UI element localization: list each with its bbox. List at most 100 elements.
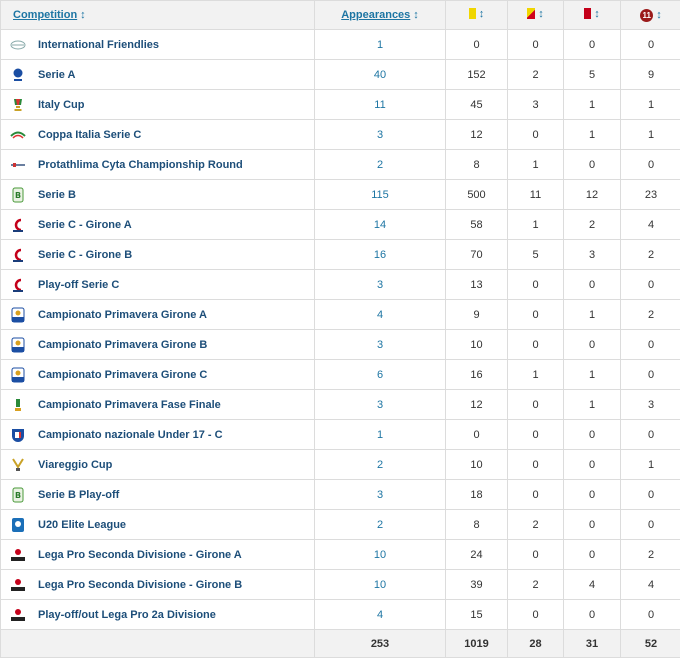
appearances-link[interactable]: 16	[314, 239, 446, 270]
appearances-link[interactable]: 3	[314, 479, 446, 510]
totals-label-cell	[0, 629, 315, 658]
yellow-card-icon	[468, 8, 476, 20]
appearances-link[interactable]: 11	[314, 89, 446, 120]
competition-link[interactable]: Serie A	[38, 68, 76, 81]
serie-c-logo-icon[interactable]	[10, 247, 26, 263]
appearances-link[interactable]: 6	[314, 359, 446, 390]
goals-column-header[interactable]: 11 ↕	[620, 0, 680, 30]
appearances-link[interactable]: 2	[314, 509, 446, 540]
sort-icon[interactable]: ↕	[594, 7, 600, 20]
yellow-cards-value: 152	[445, 59, 508, 90]
competition-link[interactable]: Protathlima Cyta Championship Round	[38, 158, 243, 171]
competition-link[interactable]: Campionato Primavera Girone B	[38, 338, 208, 351]
goals-value: 1	[620, 89, 680, 120]
competition-cell: B Serie B Play-off	[0, 479, 315, 510]
competition-link[interactable]: Serie C - Girone B	[38, 248, 133, 261]
table-row: Campionato Primavera Girone A 4 9 0 1 2	[0, 299, 680, 330]
competition-link[interactable]: Italy Cup	[38, 98, 85, 111]
competition-link[interactable]: U20 Elite League	[38, 518, 127, 531]
svg-text:B: B	[15, 491, 21, 500]
second-yellow-value: 3	[507, 89, 564, 120]
globe-logo-icon[interactable]	[10, 37, 26, 53]
primavera-logo-icon[interactable]	[10, 307, 26, 323]
serie-c-logo-icon[interactable]	[10, 277, 26, 293]
competition-link[interactable]: Play-off/out Lega Pro 2a Divisione	[38, 608, 216, 621]
appearances-link[interactable]: 3	[314, 329, 446, 360]
appearances-link[interactable]: 40	[314, 59, 446, 90]
appearances-link[interactable]: 3	[314, 389, 446, 420]
appearances-column-header[interactable]: Appearances ↕	[314, 0, 446, 30]
red-cards-column-header[interactable]: ↕	[563, 0, 621, 30]
italy-cup-logo-icon[interactable]	[10, 97, 26, 113]
lega-pro-logo-icon[interactable]	[10, 577, 26, 593]
protathlima-logo-icon[interactable]	[10, 157, 26, 173]
competition-header-label[interactable]: Competition	[13, 9, 78, 21]
appearances-header-label[interactable]: Appearances	[341, 9, 411, 21]
lega-pro-logo-icon[interactable]	[10, 547, 26, 563]
competition-link[interactable]: International Friendlies	[38, 38, 160, 51]
appearances-link[interactable]: 14	[314, 209, 446, 240]
competition-link[interactable]: Campionato Primavera Fase Finale	[38, 398, 221, 411]
second-yellow-column-header[interactable]: ↕	[507, 0, 564, 30]
competition-link[interactable]: Serie C - Girone A	[38, 218, 132, 231]
competition-link[interactable]: Campionato nazionale Under 17 - C	[38, 428, 223, 441]
red-cards-value: 4	[563, 569, 621, 600]
viareggio-cup-logo-icon[interactable]	[10, 457, 26, 473]
competition-link[interactable]: Campionato Primavera Girone C	[38, 368, 208, 381]
u20-elite-league-logo-icon[interactable]	[10, 517, 26, 533]
appearances-link[interactable]: 1	[314, 419, 446, 450]
serie-b-logo-icon[interactable]: B	[10, 187, 26, 203]
appearances-link[interactable]: 3	[314, 119, 446, 150]
table-row: Lega Pro Seconda Divisione - Girone A 10…	[0, 539, 680, 570]
second-yellow-value: 0	[507, 449, 564, 480]
appearances-link[interactable]: 115	[314, 179, 446, 210]
yellow-cards-value: 58	[445, 209, 508, 240]
appearances-link[interactable]: 2	[314, 149, 446, 180]
appearances-link[interactable]: 4	[314, 599, 446, 630]
competition-link[interactable]: Lega Pro Seconda Divisione - Girone B	[38, 578, 243, 591]
lega-pro-logo-icon[interactable]	[10, 607, 26, 623]
yellow-cards-value: 39	[445, 569, 508, 600]
sort-icon[interactable]: ↕	[656, 9, 662, 21]
appearances-link[interactable]: 10	[314, 569, 446, 600]
goals-value: 1	[620, 119, 680, 150]
competition-cell: Campionato Primavera Girone A	[0, 299, 315, 330]
goals-value: 0	[620, 29, 680, 60]
yellow-cards-column-header[interactable]: ↕	[445, 0, 508, 30]
appearances-link[interactable]: 4	[314, 299, 446, 330]
competition-cell: Campionato Primavera Girone B	[0, 329, 315, 360]
coppa-italia-serie-c-logo-icon[interactable]	[10, 127, 26, 143]
second-yellow-value: 0	[507, 29, 564, 60]
sort-icon[interactable]: ↕	[413, 9, 419, 21]
competition-link[interactable]: Coppa Italia Serie C	[38, 128, 142, 141]
competition-link[interactable]: Lega Pro Seconda Divisione - Girone A	[38, 548, 242, 561]
figc-logo-icon[interactable]	[10, 427, 26, 443]
table-row: Play-off/out Lega Pro 2a Divisione 4 15 …	[0, 599, 680, 630]
sort-icon[interactable]: ↕	[538, 7, 544, 20]
appearances-link[interactable]: 10	[314, 539, 446, 570]
appearances-link[interactable]: 2	[314, 449, 446, 480]
serie-b-logo-icon[interactable]: B	[10, 487, 26, 503]
goals-value: 4	[620, 209, 680, 240]
competition-cell: B Serie B	[0, 179, 315, 210]
competition-link[interactable]: Viareggio Cup	[38, 458, 113, 471]
sort-icon[interactable]: ↕	[80, 9, 86, 21]
competition-link[interactable]: Serie B Play-off	[38, 488, 120, 501]
primavera-logo-icon[interactable]	[10, 337, 26, 353]
red-cards-value: 1	[563, 299, 621, 330]
competition-link[interactable]: Serie B	[38, 188, 76, 201]
yellow-cards-value: 0	[445, 419, 508, 450]
competition-cell: Coppa Italia Serie C	[0, 119, 315, 150]
appearances-link[interactable]: 3	[314, 269, 446, 300]
sort-icon[interactable]: ↕	[478, 7, 485, 20]
competition-link[interactable]: Play-off Serie C	[38, 278, 120, 291]
competition-column-header[interactable]: Competition ↕	[0, 0, 315, 30]
appearances-link[interactable]: 1	[314, 29, 446, 60]
serie-c-logo-icon[interactable]	[10, 217, 26, 233]
competition-link[interactable]: Campionato Primavera Girone A	[38, 308, 207, 321]
yellow-cards-value: 10	[445, 449, 508, 480]
red-card-icon	[584, 8, 592, 20]
serie-a-logo-icon[interactable]	[10, 67, 26, 83]
primavera-logo-icon[interactable]	[10, 367, 26, 383]
primavera-final-logo-icon[interactable]	[10, 397, 26, 413]
